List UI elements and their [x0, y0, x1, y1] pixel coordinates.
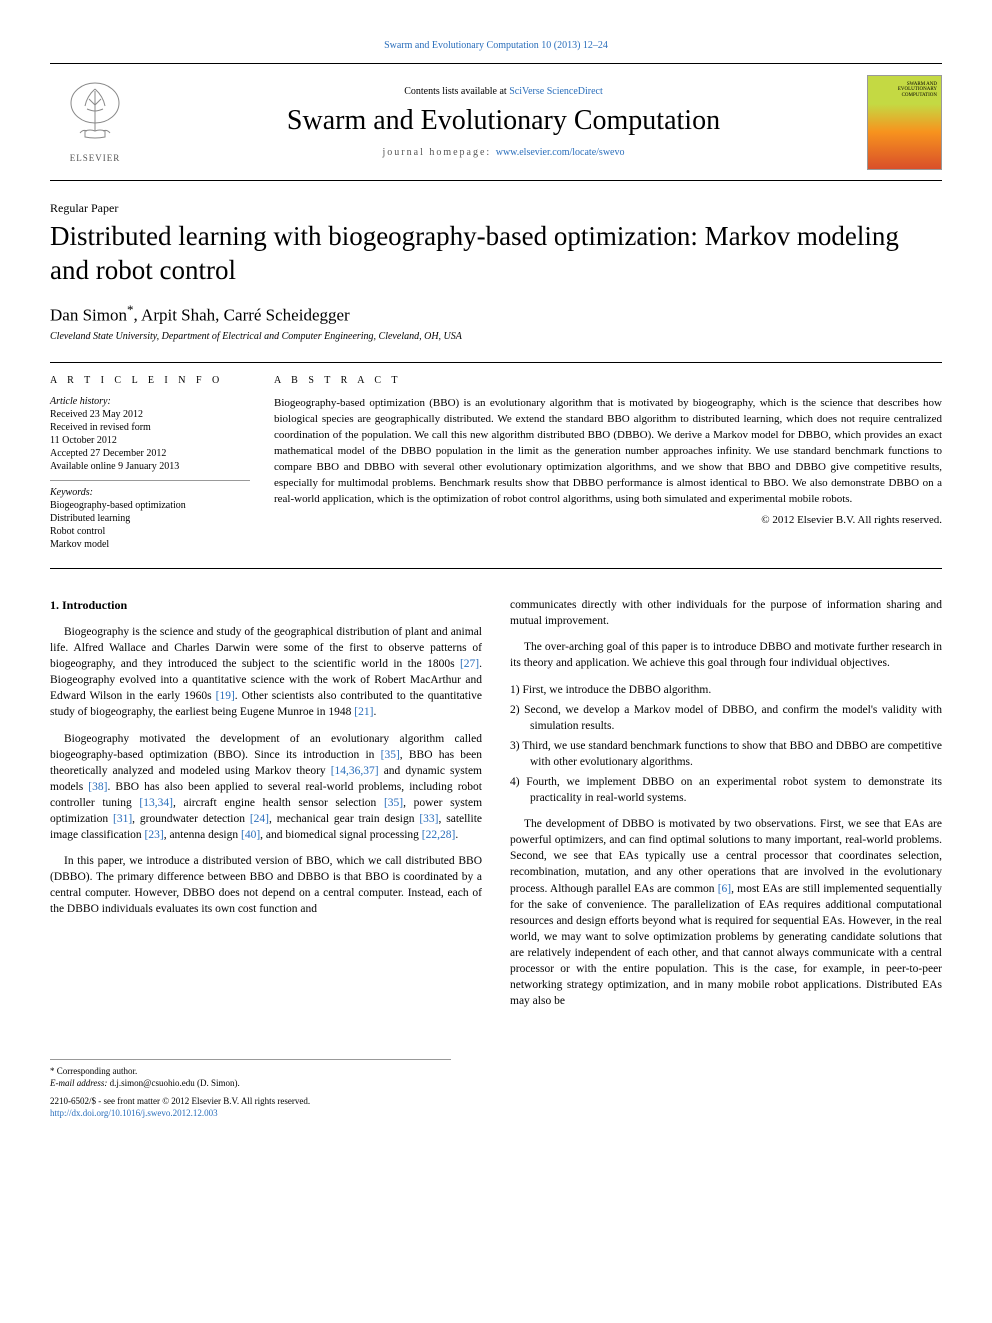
keywords-label: Keywords:: [50, 480, 250, 498]
corresponding-author-note: * Corresponding author.: [50, 1066, 451, 1076]
authors-line: Dan Simon*, Arpit Shah, Carré Scheidegge…: [50, 302, 942, 326]
homepage-link[interactable]: www.elsevier.com/locate/swevo: [496, 147, 625, 158]
abstract-column: A B S T R A C T Biogeography-based optim…: [274, 375, 942, 552]
homepage-label: journal homepage:: [383, 147, 496, 158]
body-paragraph: The over-arching goal of this paper is t…: [510, 639, 942, 671]
ref-link[interactable]: [35]: [384, 797, 403, 809]
citation-header: Swarm and Evolutionary Computation 10 (2…: [50, 40, 942, 51]
revised-date-line: 11 October 2012: [50, 435, 250, 446]
journal-cover-thumbnail: SWARM ANDEVOLUTIONARYCOMPUTATION: [867, 75, 942, 170]
footer-block: * Corresponding author. E-mail address: …: [50, 1059, 451, 1118]
cover-title-text: SWARM ANDEVOLUTIONARYCOMPUTATION: [898, 82, 937, 99]
ref-link[interactable]: [31]: [113, 813, 132, 825]
body-paragraph: In this paper, we introduce a distribute…: [50, 853, 482, 917]
revised-line: Received in revised form: [50, 422, 250, 433]
ref-link[interactable]: [13,34]: [139, 797, 173, 809]
ref-link[interactable]: [27]: [460, 658, 479, 670]
keyword: Markov model: [50, 539, 250, 550]
objective-item: 2) Second, we develop a Markov model of …: [510, 702, 942, 734]
issn-line: 2210-6502/$ - see front matter © 2012 El…: [50, 1096, 451, 1106]
author-corresponding: Dan Simon: [50, 305, 127, 324]
ref-link[interactable]: [33]: [419, 813, 438, 825]
email-label: E-mail address:: [50, 1078, 107, 1088]
received-line: Received 23 May 2012: [50, 409, 250, 420]
contents-lists-line: Contents lists available at SciVerse Sci…: [140, 86, 867, 97]
ref-link[interactable]: [24]: [250, 813, 269, 825]
online-line: Available online 9 January 2013: [50, 461, 250, 472]
paper-type: Regular Paper: [50, 201, 942, 216]
affiliation: Cleveland State University, Department o…: [50, 331, 942, 342]
sciencedirect-link[interactable]: SciVerse ScienceDirect: [509, 86, 603, 97]
email-line: E-mail address: d.j.simon@csuohio.edu (D…: [50, 1078, 451, 1088]
keyword: Biogeography-based optimization: [50, 500, 250, 511]
body-two-column: 1. Introduction Biogeography is the scie…: [50, 597, 942, 1019]
ref-link[interactable]: [40]: [241, 829, 260, 841]
body-paragraph-continuation: communicates directly with other individ…: [510, 597, 942, 629]
objective-item: 1) First, we introduce the DBBO algorith…: [510, 682, 942, 698]
authors-rest: , Arpit Shah, Carré Scheidegger: [133, 305, 349, 324]
history-label: Article history:: [50, 396, 250, 407]
keywords-list: Biogeography-based optimization Distribu…: [50, 500, 250, 550]
journal-center: Contents lists available at SciVerse Sci…: [140, 86, 867, 158]
email-address: d.j.simon@csuohio.edu (D. Simon).: [107, 1078, 239, 1088]
journal-title: Swarm and Evolutionary Computation: [140, 105, 867, 137]
ref-link[interactable]: [6]: [718, 883, 731, 895]
ref-link[interactable]: [14,36,37]: [331, 765, 379, 777]
ref-link[interactable]: [23]: [145, 829, 164, 841]
article-info-heading: A R T I C L E I N F O: [50, 375, 250, 386]
keyword: Distributed learning: [50, 513, 250, 524]
body-paragraph: Biogeography motivated the development o…: [50, 731, 482, 844]
info-abstract-row: A R T I C L E I N F O Article history: R…: [50, 362, 942, 569]
doi-link[interactable]: http://dx.doi.org/10.1016/j.swevo.2012.1…: [50, 1108, 218, 1118]
elsevier-tree-icon: [65, 81, 125, 151]
article-info-column: A R T I C L E I N F O Article history: R…: [50, 375, 250, 552]
paper-title: Distributed learning with biogeography-b…: [50, 220, 942, 288]
contents-text: Contents lists available at: [404, 86, 509, 97]
journal-homepage-line: journal homepage: www.elsevier.com/locat…: [140, 147, 867, 158]
ref-link[interactable]: [22,28]: [422, 829, 456, 841]
objectives-list: 1) First, we introduce the DBBO algorith…: [510, 682, 942, 807]
body-column-right: communicates directly with other individ…: [510, 597, 942, 1019]
ref-link[interactable]: [21]: [354, 706, 373, 718]
abstract-copyright: © 2012 Elsevier B.V. All rights reserved…: [274, 514, 942, 526]
objective-item: 4) Fourth, we implement DBBO on an exper…: [510, 774, 942, 806]
ref-link[interactable]: [38]: [88, 781, 107, 793]
keyword: Robot control: [50, 526, 250, 537]
doi-line: http://dx.doi.org/10.1016/j.swevo.2012.1…: [50, 1108, 451, 1118]
accepted-line: Accepted 27 December 2012: [50, 448, 250, 459]
citation-link[interactable]: Swarm and Evolutionary Computation 10 (2…: [384, 40, 608, 51]
abstract-text: Biogeography-based optimization (BBO) is…: [274, 396, 942, 508]
ref-link[interactable]: [35]: [381, 749, 400, 761]
body-paragraph: The development of DBBO is motivated by …: [510, 816, 942, 1009]
body-column-left: 1. Introduction Biogeography is the scie…: [50, 597, 482, 1019]
ref-link[interactable]: [19]: [216, 690, 235, 702]
publisher-logo: ELSEVIER: [50, 72, 140, 172]
journal-header-box: ELSEVIER Contents lists available at Sci…: [50, 64, 942, 181]
section-1-heading: 1. Introduction: [50, 597, 482, 614]
abstract-heading: A B S T R A C T: [274, 375, 942, 386]
body-paragraph: Biogeography is the science and study of…: [50, 624, 482, 721]
publisher-name: ELSEVIER: [70, 153, 121, 163]
objective-item: 3) Third, we use standard benchmark func…: [510, 738, 942, 770]
